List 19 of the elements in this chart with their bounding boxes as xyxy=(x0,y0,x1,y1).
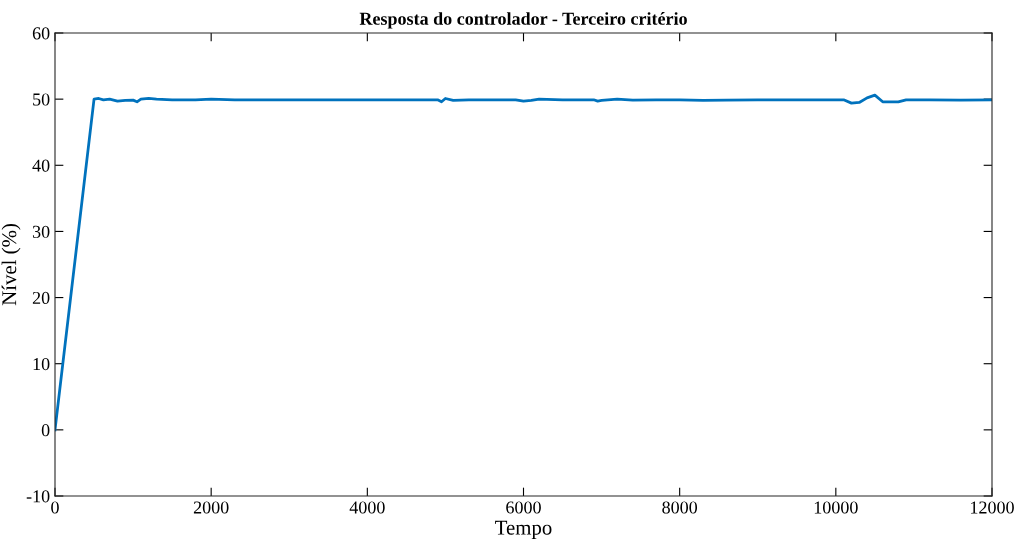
x-tick-label: 6000 xyxy=(506,501,541,514)
y-tick-label: 40 xyxy=(32,159,50,172)
x-tick-label: 8000 xyxy=(662,501,698,514)
x-tick-label: 12000 xyxy=(971,501,1014,514)
line-series xyxy=(55,93,992,432)
y-axis-title: Nível (%) xyxy=(1,224,21,306)
y-tick-label: 0 xyxy=(41,424,50,437)
chart-title: Resposta do controlador - Terceiro critério xyxy=(359,12,687,29)
y-tick-label: 30 xyxy=(32,225,50,238)
y-tick-label: 20 xyxy=(32,291,50,305)
y-tick-label: 50 xyxy=(33,93,50,106)
y-tick-label: -10 xyxy=(26,490,50,503)
x-tick-label: 2000 xyxy=(193,501,229,514)
y-tick-label: 10 xyxy=(33,357,50,371)
x-tick-label: 10000 xyxy=(814,501,858,514)
x-tick-label: 0 xyxy=(51,501,59,514)
x-axis-title: Tempo xyxy=(495,520,552,539)
x-tick-label: 4000 xyxy=(349,501,385,514)
y-tick-label: 60 xyxy=(32,27,50,40)
